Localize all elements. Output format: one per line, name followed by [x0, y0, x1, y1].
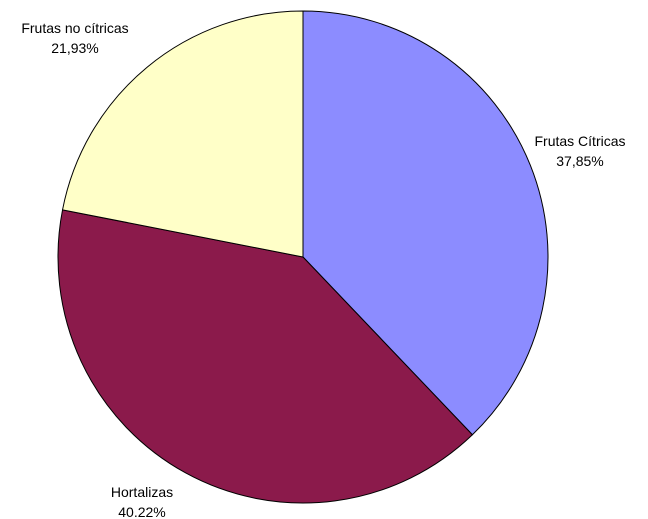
slice-value-hortalizas: 40.22% [118, 504, 165, 519]
slice-value-frutas-no-citricas: 21,93% [51, 40, 98, 56]
slice-value-frutas-citricas: 37,85% [556, 153, 603, 169]
pie-slice-frutas-no-citricas [61, 10, 304, 258]
pie-slice-frutas-citricas [302, 10, 549, 436]
slice-label-frutas-no-citricas: Frutas no cítricas [21, 20, 128, 36]
pie-slices [57, 10, 549, 504]
slice-label-hortalizas: Hortalizas [111, 484, 173, 500]
pie-slice-hortalizas [57, 209, 474, 504]
slice-label-frutas-citricas: Frutas Cítricas [534, 133, 625, 149]
pie-labels: Frutas Cítricas 37,85% Hortalizas 40.22% Fru… [21, 20, 625, 519]
